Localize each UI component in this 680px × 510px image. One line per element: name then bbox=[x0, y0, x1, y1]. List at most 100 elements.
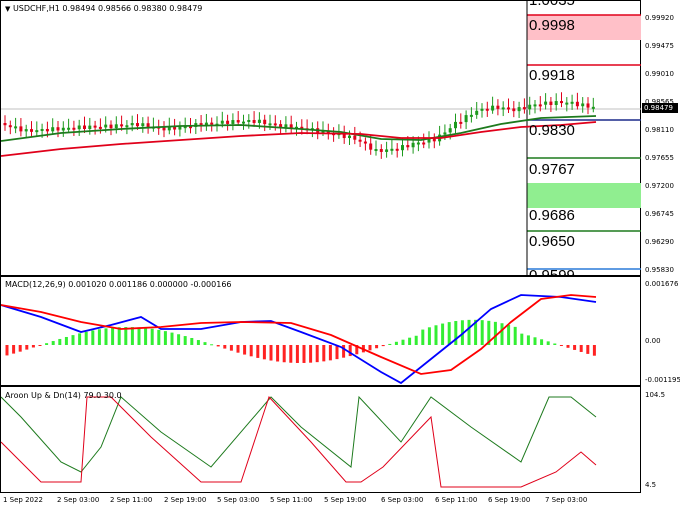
histogram-bar bbox=[507, 324, 511, 345]
candle-body bbox=[257, 119, 261, 123]
candle-body bbox=[162, 126, 166, 131]
price-chart-canvas[interactable] bbox=[1, 1, 642, 277]
histogram-bar bbox=[553, 343, 557, 345]
histogram-bar bbox=[150, 328, 154, 345]
candle-body bbox=[56, 127, 60, 131]
histogram-bar bbox=[183, 336, 187, 345]
candle-body bbox=[98, 126, 102, 129]
histogram-bar bbox=[309, 345, 313, 363]
histogram-bar bbox=[124, 327, 128, 345]
histogram-bar bbox=[434, 325, 438, 345]
price-chart-pane[interactable]: ▼ USDCHF,H1 0.98494 0.98566 0.98380 0.98… bbox=[0, 0, 641, 276]
histogram-bar bbox=[295, 345, 299, 363]
candle-body bbox=[125, 125, 129, 128]
aroon-canvas[interactable] bbox=[1, 387, 642, 494]
candle-body bbox=[401, 145, 404, 151]
candle-body bbox=[560, 101, 563, 104]
candle-body bbox=[24, 129, 28, 132]
histogram-bar bbox=[31, 345, 35, 348]
candle-body bbox=[14, 126, 18, 129]
histogram-bar bbox=[427, 327, 431, 345]
histogram-bar bbox=[381, 345, 385, 347]
candle-body bbox=[93, 125, 97, 128]
candle-body bbox=[475, 110, 479, 115]
histogram-bar bbox=[223, 345, 227, 349]
macd-canvas[interactable] bbox=[1, 277, 642, 387]
histogram-bar bbox=[229, 345, 233, 351]
price-tick: 0.99920 bbox=[645, 14, 674, 22]
histogram-bar bbox=[487, 320, 491, 345]
histogram-bar bbox=[328, 345, 332, 361]
histogram-bar bbox=[480, 320, 484, 345]
candle-body bbox=[183, 126, 187, 129]
candle-body bbox=[220, 120, 224, 124]
candle-body bbox=[469, 114, 473, 117]
candle-body bbox=[104, 124, 108, 128]
histogram-bar bbox=[513, 326, 517, 345]
candle-body bbox=[528, 104, 532, 110]
macd-axis: 0.001676 0.00 -0.001195 bbox=[641, 276, 680, 386]
histogram-bar bbox=[408, 337, 412, 345]
candle-body bbox=[591, 106, 595, 109]
candle-body bbox=[565, 102, 569, 105]
histogram-bar bbox=[559, 345, 563, 346]
histogram-bar bbox=[163, 331, 167, 345]
candle-body bbox=[263, 119, 267, 125]
aroon-down-line bbox=[1, 396, 597, 488]
candle-body bbox=[173, 126, 177, 130]
histogram-bar bbox=[388, 343, 392, 345]
support-zone bbox=[527, 183, 641, 208]
candle-body bbox=[485, 108, 489, 111]
histogram-bar bbox=[526, 335, 530, 345]
candle-body bbox=[114, 124, 118, 129]
macd-pane[interactable]: MACD(12,26,9) 0.001020 0.001186 0.000000… bbox=[0, 276, 641, 386]
candle-body bbox=[61, 127, 65, 131]
histogram-bar bbox=[375, 345, 379, 349]
aroon-title: Aroon Up & Dn(14) 79.0 30.0 bbox=[5, 391, 122, 400]
candle-body bbox=[72, 127, 76, 130]
candle-body bbox=[8, 125, 12, 128]
histogram-bar bbox=[38, 345, 42, 346]
macd-line bbox=[1, 294, 597, 385]
histogram-bar bbox=[157, 329, 161, 345]
histogram-bar bbox=[282, 345, 286, 363]
candle-body bbox=[348, 135, 351, 139]
candle-body bbox=[581, 103, 585, 107]
level-label: 0.9650 bbox=[529, 233, 575, 250]
histogram-bar bbox=[335, 345, 339, 360]
histogram-bar bbox=[276, 345, 280, 362]
aroon-pane[interactable]: Aroon Up & Dn(14) 79.0 30.0 bbox=[0, 386, 641, 493]
candle-body bbox=[491, 105, 495, 111]
time-tick: 5 Sep 11:00 bbox=[270, 496, 313, 504]
candle-body bbox=[385, 149, 389, 152]
candle-body bbox=[35, 130, 39, 133]
candle-body bbox=[501, 107, 505, 110]
ma-fast-line bbox=[1, 115, 597, 142]
candle-body bbox=[189, 126, 192, 129]
time-tick: 6 Sep 03:00 bbox=[381, 496, 424, 504]
candle-body bbox=[363, 141, 367, 144]
histogram-bar bbox=[322, 345, 326, 362]
candle-body bbox=[321, 130, 325, 133]
histogram-bar bbox=[130, 327, 134, 345]
candle-body bbox=[464, 115, 468, 123]
candle-body bbox=[496, 105, 500, 109]
candle-body bbox=[226, 120, 230, 124]
histogram-bar bbox=[104, 328, 108, 345]
price-tick: 0.98110 bbox=[645, 126, 674, 134]
candle-body bbox=[77, 125, 81, 130]
histogram-bar bbox=[368, 345, 372, 351]
candle-body bbox=[67, 127, 71, 130]
chart-title: ▼ USDCHF,H1 0.98494 0.98566 0.98380 0.98… bbox=[5, 4, 203, 13]
candle-body bbox=[273, 123, 277, 126]
histogram-bar bbox=[262, 345, 266, 360]
macd-tick: 0.001676 bbox=[645, 280, 679, 288]
histogram-bar bbox=[441, 323, 445, 345]
histogram-bar bbox=[586, 345, 590, 354]
time-tick: 5 Sep 03:00 bbox=[217, 496, 260, 504]
candle-body bbox=[517, 107, 521, 112]
triangle-down-icon[interactable]: ▼ bbox=[5, 5, 11, 13]
histogram-bar bbox=[243, 345, 247, 355]
candle-body bbox=[544, 101, 548, 105]
level-label: 0.9686 bbox=[529, 207, 575, 224]
